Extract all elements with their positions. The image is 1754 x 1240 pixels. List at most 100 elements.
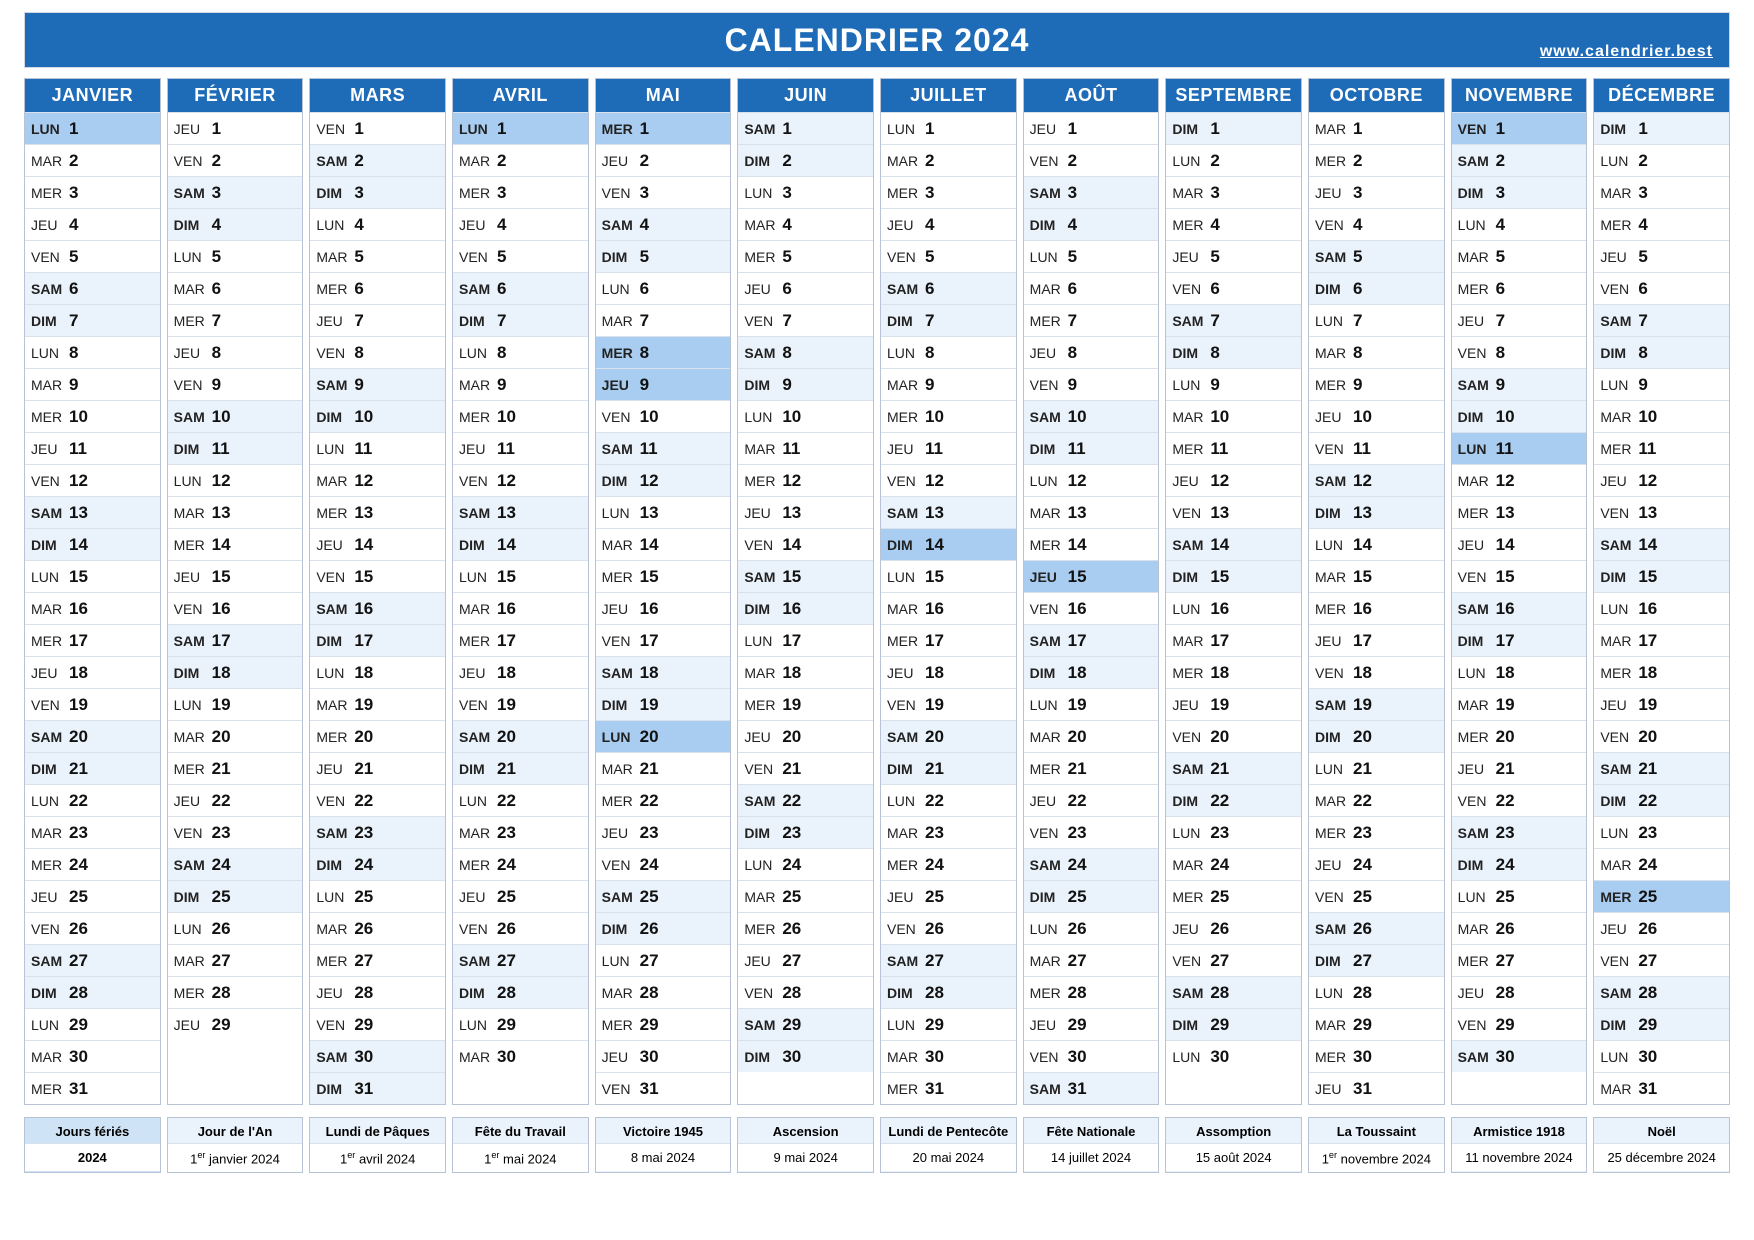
day-number: 12: [1068, 471, 1087, 491]
day-number: 13: [1210, 503, 1229, 523]
day-cell: MAR1: [1309, 112, 1444, 144]
day-abbr: VEN: [1600, 729, 1638, 745]
day-abbr: DIM: [602, 697, 640, 713]
day-abbr: JEU: [887, 441, 925, 457]
day-cell: MAR9: [453, 368, 588, 400]
day-number: 26: [212, 919, 231, 939]
day-number: 12: [640, 471, 659, 491]
holiday-cell: Assomption15 août 2024: [1165, 1117, 1302, 1173]
day-number: 8: [782, 343, 791, 363]
day-number: 18: [1638, 663, 1657, 683]
day-abbr: LUN: [602, 505, 640, 521]
day-cell: VEN19: [881, 688, 1016, 720]
day-number: 14: [1638, 535, 1657, 555]
day-abbr: LUN: [1315, 761, 1353, 777]
day-abbr: MAR: [1600, 409, 1638, 425]
day-abbr: LUN: [602, 953, 640, 969]
day-cell: VEN10: [596, 400, 731, 432]
day-abbr: JEU: [459, 889, 497, 905]
day-cell: SAM5: [1309, 240, 1444, 272]
day-abbr: VEN: [1315, 441, 1353, 457]
day-abbr: VEN: [316, 1017, 354, 1033]
day-number: 29: [925, 1015, 944, 1035]
day-number: 31: [1638, 1079, 1657, 1099]
day-cell: DIM22: [1594, 784, 1729, 816]
day-cell: MER25: [1166, 880, 1301, 912]
day-cell: JEU29: [168, 1008, 303, 1040]
holiday-date: 9 mai 2024: [738, 1144, 873, 1171]
day-cell: LUN20: [596, 720, 731, 752]
day-number: 14: [1210, 535, 1229, 555]
day-number: 9: [1210, 375, 1219, 395]
day-abbr: SAM: [459, 505, 497, 521]
day-number: 5: [1496, 247, 1505, 267]
day-number: 23: [212, 823, 231, 843]
day-abbr: DIM: [602, 921, 640, 937]
day-abbr: SAM: [174, 633, 212, 649]
day-abbr: LUN: [31, 121, 69, 137]
day-abbr: VEN: [887, 697, 925, 713]
day-cell: SAM6: [453, 272, 588, 304]
day-number: 23: [497, 823, 516, 843]
day-number: 20: [1496, 727, 1515, 747]
day-cell: SAM2: [310, 144, 445, 176]
day-cell: JEU20: [738, 720, 873, 752]
day-cell: VEN12: [453, 464, 588, 496]
day-number: 16: [69, 599, 88, 619]
day-cell: DIM25: [168, 880, 303, 912]
day-cell: MER20: [310, 720, 445, 752]
day-number: 29: [640, 1015, 659, 1035]
day-cell: VEN29: [1452, 1008, 1587, 1040]
day-number: 24: [782, 855, 801, 875]
day-cell: VEN14: [738, 528, 873, 560]
day-number: 31: [640, 1079, 659, 1099]
day-cell: SAM3: [168, 176, 303, 208]
day-abbr: JEU: [887, 889, 925, 905]
day-number: 21: [640, 759, 659, 779]
day-cell: DIM20: [1309, 720, 1444, 752]
day-abbr: SAM: [316, 377, 354, 393]
day-cell: DIM7: [881, 304, 1016, 336]
day-cell: SAM13: [881, 496, 1016, 528]
day-abbr: SAM: [602, 217, 640, 233]
day-number: 20: [1068, 727, 1087, 747]
day-number: 26: [1496, 919, 1515, 939]
day-abbr: MER: [1600, 889, 1638, 905]
day-abbr: MER: [459, 409, 497, 425]
day-cell: SAM10: [168, 400, 303, 432]
day-cell: JEU19: [1166, 688, 1301, 720]
day-abbr: MAR: [316, 921, 354, 937]
day-number: 12: [1496, 471, 1515, 491]
day-number: 2: [782, 151, 791, 171]
day-number: 18: [782, 663, 801, 683]
day-abbr: LUN: [887, 793, 925, 809]
day-abbr: JEU: [1600, 249, 1638, 265]
day-cell: LUN22: [453, 784, 588, 816]
day-cell: DIM8: [1166, 336, 1301, 368]
day-abbr: SAM: [1172, 537, 1210, 553]
day-cell: MAR7: [596, 304, 731, 336]
day-number: 30: [1496, 1047, 1515, 1067]
day-abbr: MER: [1600, 441, 1638, 457]
day-abbr: MAR: [887, 1049, 925, 1065]
month-column: NOVEMBREVEN1SAM2DIM3LUN4MAR5MER6JEU7VEN8…: [1451, 78, 1588, 1105]
day-abbr: SAM: [174, 857, 212, 873]
day-cell: LUN1: [453, 112, 588, 144]
day-cell: MER11: [1166, 432, 1301, 464]
day-number: 8: [1496, 343, 1505, 363]
day-abbr: SAM: [316, 825, 354, 841]
day-number: 30: [497, 1047, 516, 1067]
day-abbr: VEN: [744, 761, 782, 777]
day-abbr: DIM: [1600, 569, 1638, 585]
day-cell: VEN1: [310, 112, 445, 144]
day-abbr: SAM: [887, 281, 925, 297]
day-cell: MAR2: [25, 144, 160, 176]
day-number: 15: [1210, 567, 1229, 587]
day-cell: VEN27: [1594, 944, 1729, 976]
day-number: 5: [1353, 247, 1362, 267]
day-cell: SAM29: [738, 1008, 873, 1040]
day-abbr: MAR: [887, 377, 925, 393]
day-abbr: LUN: [1172, 153, 1210, 169]
day-number: 19: [1496, 695, 1515, 715]
day-cell: DIM27: [1309, 944, 1444, 976]
